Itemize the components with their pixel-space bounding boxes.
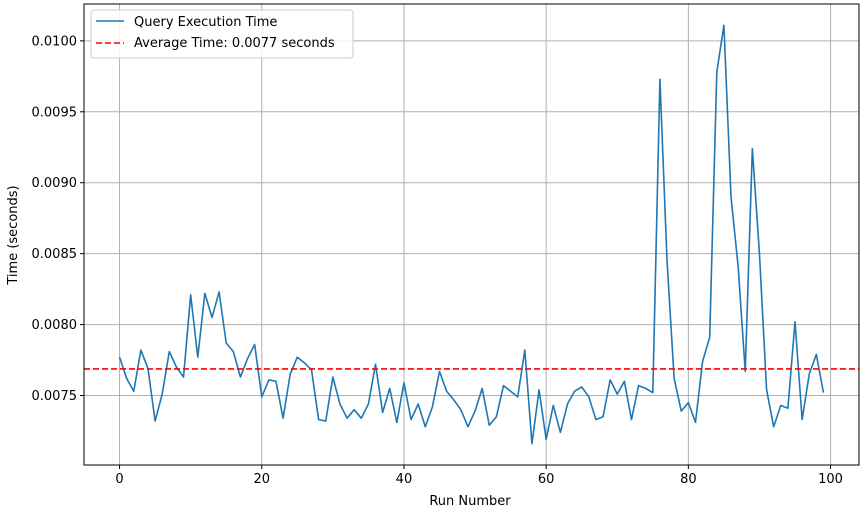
y-tick-label: 0.0095 — [32, 105, 78, 120]
x-axis-label: Run Number — [429, 494, 511, 507]
legend-label-average-time: Average Time: 0.0077 seconds — [134, 36, 335, 51]
x-tick-label: 0 — [115, 472, 123, 487]
legend-label-query-execution-time: Query Execution Time — [134, 15, 277, 30]
x-tick-label: 20 — [253, 472, 270, 487]
legend-box — [90, 9, 354, 59]
ticks: 0 20 40 60 80 100 0.0075 0.0080 0.0085 0.0090 0.00… — [32, 34, 843, 487]
x-tick-label: 60 — [538, 472, 555, 487]
y-tick-label: 0.0080 — [32, 318, 78, 333]
y-tick-label: 0.0075 — [32, 389, 78, 404]
x-tick-label: 80 — [680, 472, 697, 487]
y-tick-label: 0.0100 — [32, 34, 78, 49]
y-tick-label: 0.0085 — [32, 247, 78, 262]
y-tick-label: 0.0090 — [32, 176, 78, 191]
series-layer — [84, 24, 859, 445]
legend: Query Execution Time Average Time: 0.007… — [90, 9, 354, 59]
x-tick-label: 40 — [396, 472, 413, 487]
y-axis-label: Time (seconds) — [6, 185, 21, 285]
x-tick-label: 100 — [818, 472, 843, 487]
plot-frame — [83, 3, 860, 466]
query-execution-time-line — [118, 24, 825, 445]
axes — [83, 3, 860, 466]
